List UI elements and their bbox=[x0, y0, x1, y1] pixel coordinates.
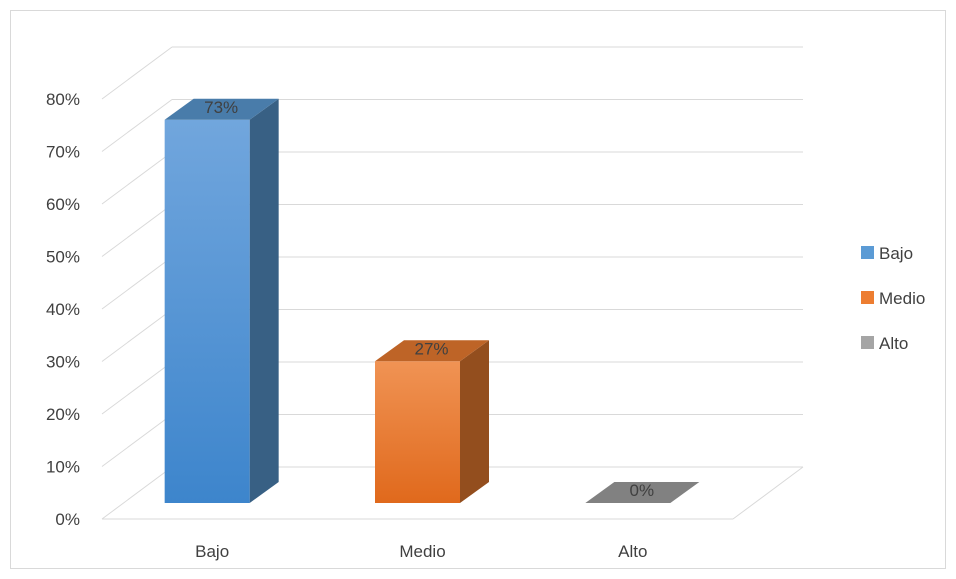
gridline-side-7 bbox=[101, 99, 173, 152]
x-tick-label-0: Bajo bbox=[195, 542, 229, 561]
gridline-side-5 bbox=[101, 204, 173, 257]
y-tick-label-4: 40% bbox=[46, 300, 80, 319]
legend: Bajo Medio Alto bbox=[861, 244, 925, 353]
x-tick-label-1: Medio bbox=[399, 542, 445, 561]
y-tick-label-5: 50% bbox=[46, 248, 80, 267]
bars: 73% 27% 0% bbox=[164, 98, 700, 503]
gridline-side-1 bbox=[101, 414, 173, 467]
legend-swatch-medio bbox=[861, 291, 874, 304]
bar-top-2 bbox=[585, 482, 700, 503]
bar-bajo: 73% bbox=[164, 98, 279, 503]
y-tick-label-6: 60% bbox=[46, 195, 80, 214]
gridline-side-8 bbox=[101, 46, 173, 100]
y-axis: 0% 10% 20% 30% 40% 50% 60% 70% 80% bbox=[46, 90, 80, 529]
legend-label-medio: Medio bbox=[879, 289, 925, 308]
gridline-side-3 bbox=[101, 309, 173, 362]
bar-side-1 bbox=[460, 340, 489, 503]
legend-swatch-alto bbox=[861, 336, 874, 349]
bar-front-1 bbox=[375, 361, 460, 503]
x-axis: Bajo Medio Alto bbox=[195, 542, 647, 561]
gridline-side-4 bbox=[101, 256, 173, 310]
y-tick-label-1: 10% bbox=[46, 458, 80, 477]
x-tick-label-2: Alto bbox=[618, 542, 647, 561]
data-label-2: 0% bbox=[630, 481, 655, 500]
floor-right-edge bbox=[732, 466, 804, 520]
data-label-1: 27% bbox=[414, 339, 448, 358]
bar-top-0 bbox=[164, 98, 279, 120]
y-tick-label-8: 80% bbox=[46, 90, 80, 109]
bar-alto: 0% bbox=[585, 481, 700, 503]
y-tick-label-3: 30% bbox=[46, 353, 80, 372]
legend-label-bajo: Bajo bbox=[879, 244, 913, 263]
y-tick-label-7: 70% bbox=[46, 143, 80, 162]
gridline-side-0 bbox=[101, 466, 173, 520]
y-tick-label-0: 0% bbox=[55, 510, 80, 529]
bar-side-0 bbox=[249, 98, 279, 503]
y-tick-label-2: 20% bbox=[46, 405, 80, 424]
legend-swatch-bajo bbox=[861, 246, 874, 259]
bar-medio: 27% bbox=[375, 339, 489, 503]
legend-label-alto: Alto bbox=[879, 334, 908, 353]
bar-top-1 bbox=[375, 340, 489, 362]
bar-front-0 bbox=[164, 119, 250, 503]
data-label-0: 73% bbox=[204, 98, 238, 117]
gridline-side-2 bbox=[101, 361, 173, 415]
gridline-side-6 bbox=[101, 151, 173, 205]
